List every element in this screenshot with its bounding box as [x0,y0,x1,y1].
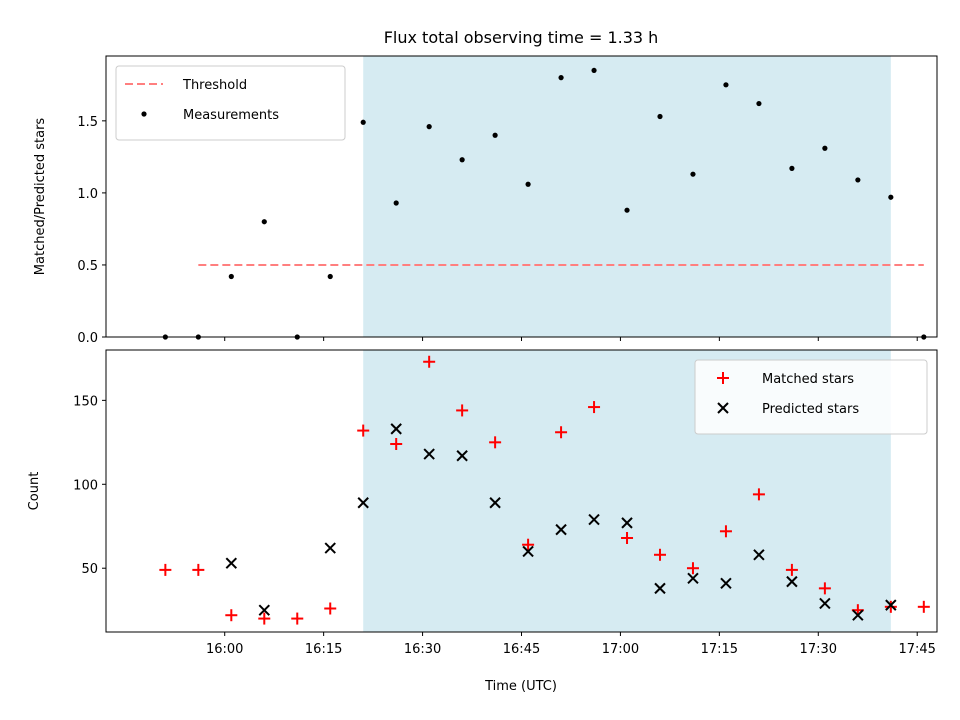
predicted-stars-point-14 [720,577,732,590]
measurements-point-6 [360,119,366,125]
legend-matched-stars-label: Matched stars [762,372,854,387]
matched-stars-point-13 [588,401,601,414]
x-tick-label-6: 17:30 [800,642,837,657]
matched-stars-point-23 [917,600,930,613]
matched-stars-point-2 [225,609,238,622]
matched-stars-point-20 [818,582,831,595]
matched-stars-point-22 [884,600,897,613]
predicted-stars-point-5 [423,448,435,460]
top-legend: Threshold Measurements [115,65,346,141]
top-panel: 0.0 0.5 1.0 1.5 Matched/Predicted stars Thres… [33,55,938,346]
matched-stars-point-0 [159,563,172,576]
predicted-stars-point-6 [456,450,468,462]
measurements-point-18 [756,100,762,107]
x-tick-label-7: 17:45 [898,642,935,657]
predicted-stars-point-18 [852,609,864,621]
chart-title: Flux total observing time = 1.33 h [384,28,659,47]
measurements-point-17 [723,82,729,88]
predicted-stars-point-15 [753,549,765,561]
top-y-tick-label-0: 0.0 [77,331,98,346]
matched-stars-point-17 [719,525,732,538]
bottom-y-tick-label-1: 100 [73,478,98,493]
measurements-point-3 [261,219,267,225]
matched-stars-point-1 [192,563,205,576]
predicted-stars-point-17 [819,597,831,610]
top-observing-interval-band [363,56,891,337]
matched-stars-point-4 [291,612,304,625]
predicted-stars-point-13 [687,572,699,584]
matched-stars-point-18 [752,488,765,501]
bottom-legend-box [694,359,928,435]
measurements-point-5 [327,273,333,280]
matched-stars-point-15 [654,548,666,561]
predicted-stars-point-16 [786,575,798,588]
legend-measurements-swatch [141,111,147,117]
x-axis-label: Time (UTC) [484,679,557,694]
measurements-point-15 [657,113,663,120]
matched-stars-point-11 [522,538,535,551]
bottom-y-tick-label-2: 150 [73,394,98,409]
predicted-stars-point-8 [522,545,534,558]
measurements-point-10 [492,132,498,138]
measurements-point-14 [624,207,630,213]
predicted-stars-point-19 [885,599,897,611]
legend-predicted-stars-label: Predicted stars [762,402,859,417]
top-y-tick-label-2: 1.0 [77,187,98,202]
matched-stars-point-14 [621,532,634,544]
matched-stars-point-12 [555,426,568,439]
measurements-point-13 [591,67,597,74]
predicted-stars-point-4 [390,423,402,435]
predicted-stars-point-3 [357,497,369,509]
predicted-stars-point-11 [621,517,633,529]
measurements-point-11 [525,181,531,187]
legend-threshold-label: Threshold [182,78,247,93]
top-legend-box [115,65,346,141]
legend-matched-stars-swatch [717,372,729,384]
matched-stars-point-6 [357,424,370,437]
x-tick-label-2: 16:30 [404,642,441,657]
measurements-point-7 [393,200,399,206]
predicted-stars-point-9 [555,523,567,536]
predicted-stars-point-10 [588,513,600,526]
bottom-y-tick-label-0: 50 [81,562,98,577]
matched-stars-point-16 [686,562,699,575]
matched-stars-point-3 [258,612,271,625]
measurements-point-2 [228,273,234,280]
x-tick-label-0: 16:00 [206,642,243,657]
matched-stars-point-9 [456,404,469,417]
top-y-axis-label: Matched/Predicted stars [33,118,48,276]
bottom-legend: Matched stars Predicted stars [694,359,928,435]
matched-stars-point-5 [324,602,337,615]
measurements-point-12 [558,75,564,81]
bottom-panel: 50 100 150 Count 16:00 16:15 16:30 16:45 17:00 17… [27,349,938,657]
measurements-point-22 [888,194,894,200]
matched-stars-point-7 [390,438,403,450]
top-y-tick-label-1: 0.5 [77,259,98,274]
measurements-point-8 [426,124,432,130]
predicted-stars-point-7 [489,497,501,509]
bottom-y-axis-label: Count [27,472,42,511]
matched-stars-point-10 [489,436,502,449]
x-tick-label-5: 17:15 [701,642,738,657]
x-tick-label-1: 16:15 [305,642,342,657]
measurements-point-16 [690,171,696,177]
predicted-stars-point-12 [654,582,666,595]
predicted-stars-point-2 [324,542,336,554]
x-tick-label-4: 17:00 [602,642,639,657]
legend-predicted-stars-swatch [717,402,729,414]
matched-stars-point-8 [423,355,436,368]
predicted-stars-point-1 [258,604,270,616]
predicted-stars-point-0 [225,557,238,569]
legend-measurements-label: Measurements [183,108,279,123]
measurements-point-19 [789,165,795,171]
top-y-tick-label-3: 1.5 [77,115,98,130]
measurements-point-20 [822,145,828,151]
x-tick-label-3: 16:45 [503,642,540,657]
measurements-point-21 [855,177,861,183]
matched-stars-point-19 [785,563,798,576]
measurements-point-9 [459,157,465,163]
